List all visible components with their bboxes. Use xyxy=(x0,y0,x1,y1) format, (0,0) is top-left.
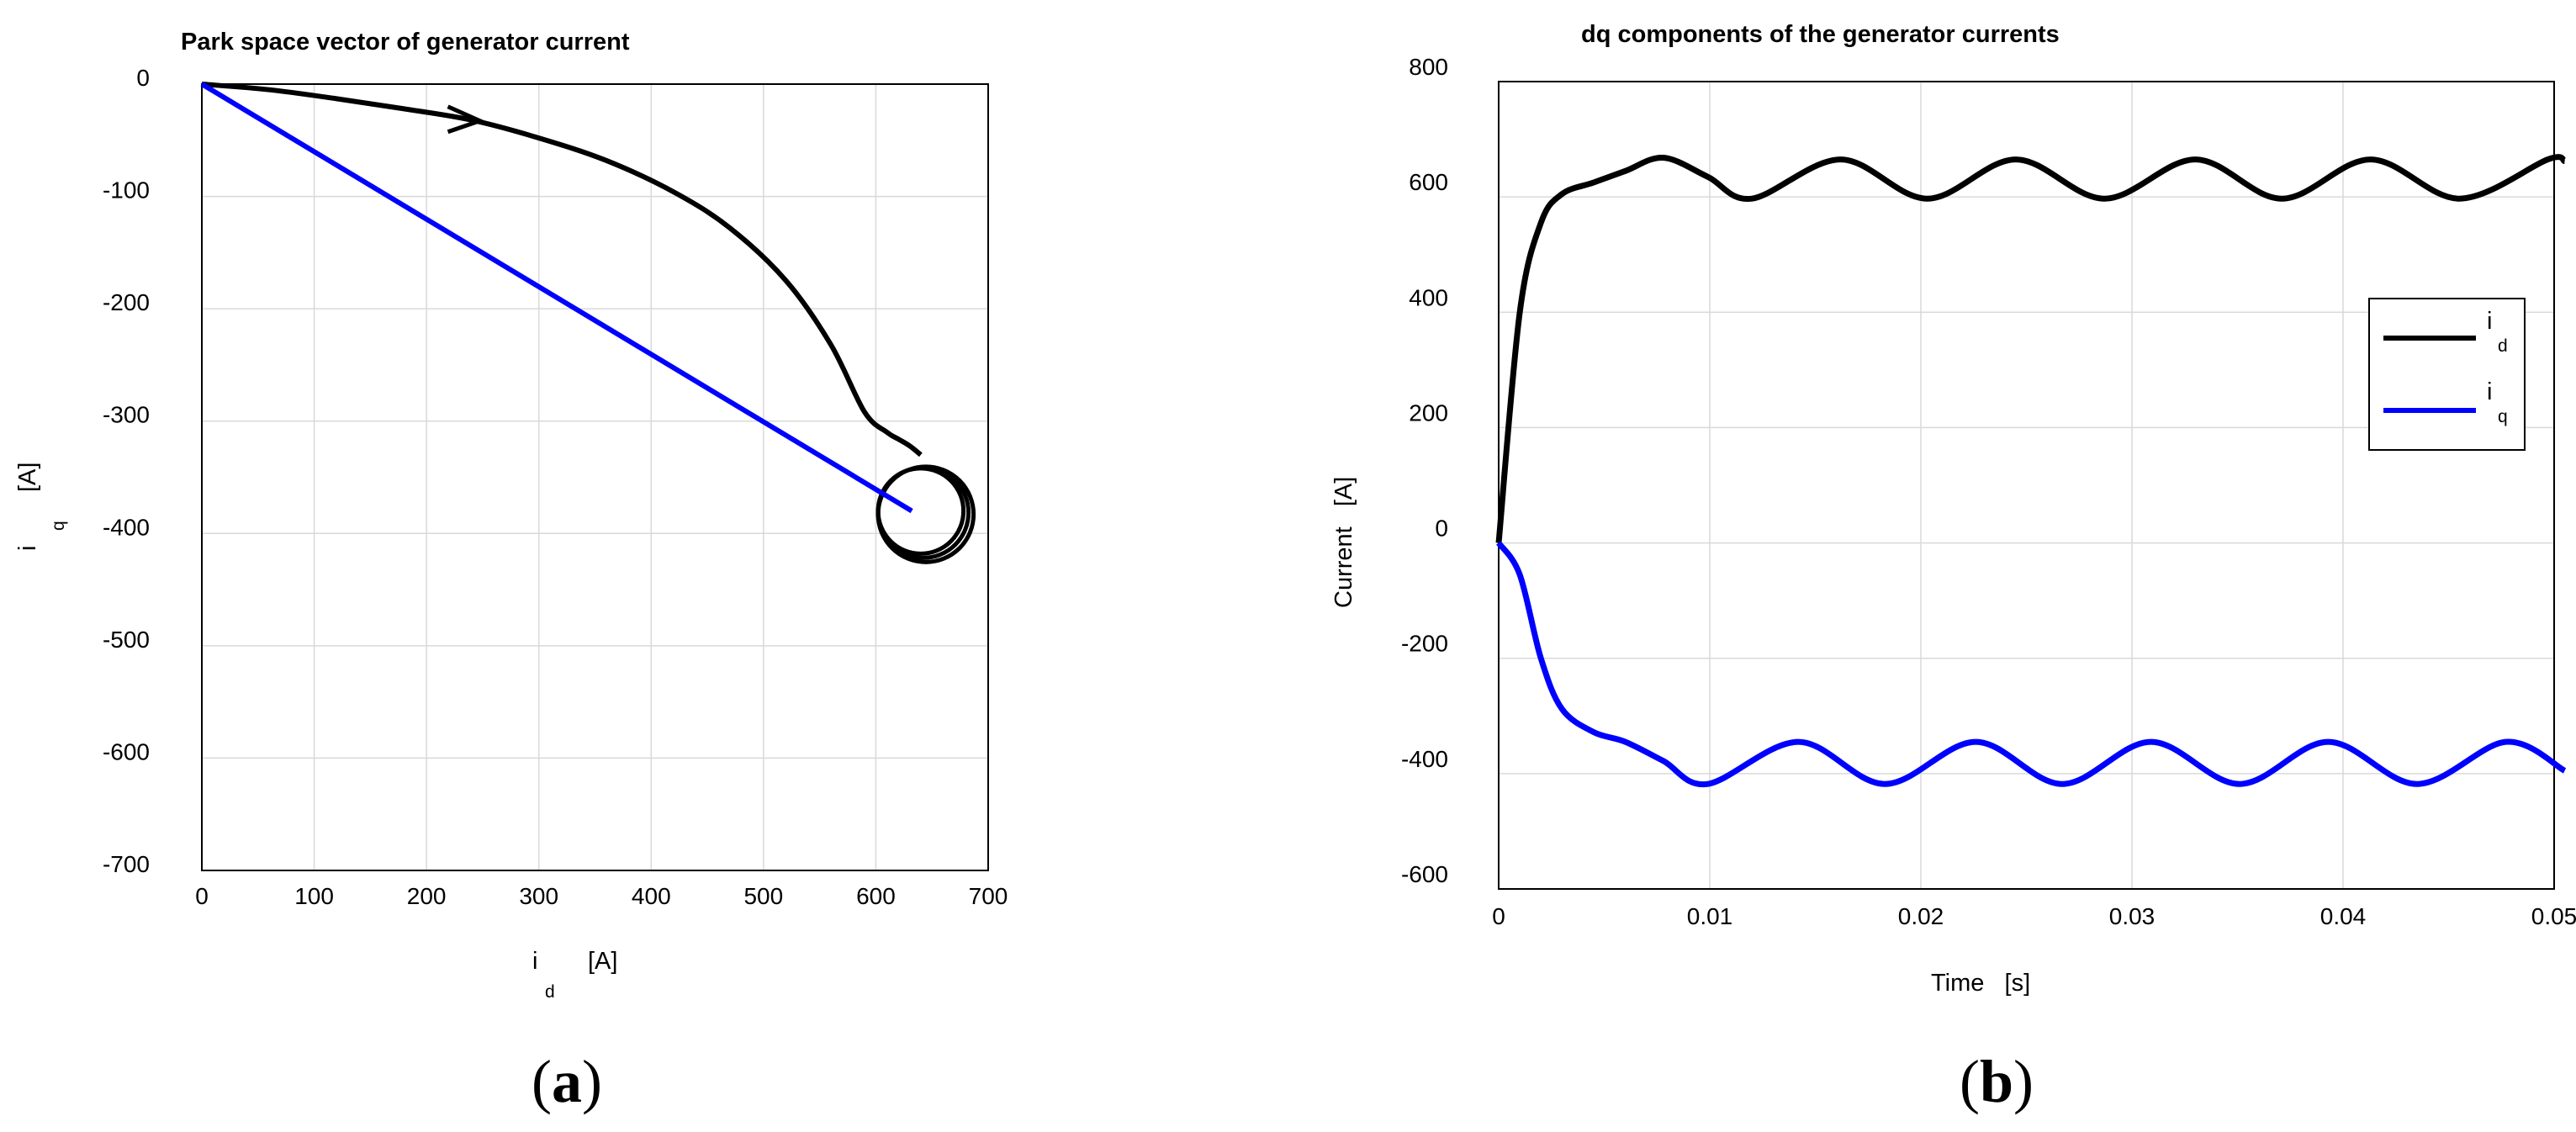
panel-letter-a: a xyxy=(552,1048,582,1115)
x-axis-unit: [A] xyxy=(588,948,617,975)
series-line-iq xyxy=(1496,541,2567,788)
y-tick-label: -200 xyxy=(103,289,150,315)
legend-box xyxy=(2368,298,2526,451)
legend-subscript-iq: q xyxy=(2498,407,2508,426)
x-axis-label: i d [A] xyxy=(532,948,617,1002)
x-axis-label: Time [s] xyxy=(1931,970,2030,997)
x-tick-label: 0.05 xyxy=(2531,903,2576,929)
panel-letter-b: b xyxy=(1980,1048,2013,1115)
x-tick-label: 500 xyxy=(743,883,783,909)
x-tick-label: 100 xyxy=(294,883,334,909)
y-tick-label: -200 xyxy=(1401,631,1448,657)
series-group xyxy=(1495,154,2567,788)
x-tick-label: 0.02 xyxy=(1898,903,1944,929)
legend-subscript-id: d xyxy=(2498,336,2508,356)
x-tick-label: 0 xyxy=(1492,903,1505,929)
y-axis-label: Current [A] xyxy=(1330,477,1357,608)
y-tick-label: -400 xyxy=(1401,746,1448,772)
y-tick-label: -600 xyxy=(1401,861,1448,887)
x-tick-label: 0.03 xyxy=(2109,903,2155,929)
x-tick-label: 700 xyxy=(969,883,1008,909)
chart-title: Park space vector of generator current xyxy=(181,29,630,56)
x-axis-subscript: d xyxy=(545,982,555,1002)
x-tick-label: 0.01 xyxy=(1687,903,1733,929)
y-tick-label: -100 xyxy=(103,177,150,204)
legend: i d i q xyxy=(2368,298,2526,451)
panel-label-a: (a) xyxy=(532,1048,602,1115)
y-tick-label: 200 xyxy=(1409,399,1448,426)
y-tick-label: 800 xyxy=(1409,54,1448,80)
x-tick-label: 400 xyxy=(632,883,671,909)
chart-panel-a: 0 100 200 300 400 500 600 700 0 -100 -200 -300 -400 -… xyxy=(14,29,1008,1115)
y-tick-label: -500 xyxy=(103,627,150,653)
y-axis-subscript: q xyxy=(49,521,68,531)
x-axis-symbol: i xyxy=(532,948,537,975)
legend-label-id: i xyxy=(2487,308,2492,335)
x-tick-label: 0 xyxy=(195,883,209,909)
panel-label-b: (b) xyxy=(1960,1048,2034,1115)
y-tick-label: 0 xyxy=(136,65,150,91)
tick-labels: 0 0.01 0.02 0.03 0.04 0.05 800 600 400 200 0 -200 -4… xyxy=(1401,54,2576,929)
y-axis-unit: [A] xyxy=(14,463,41,492)
y-axis-symbol: i xyxy=(14,546,41,551)
y-tick-label: -400 xyxy=(103,514,150,540)
series-line-trajectory xyxy=(201,82,923,458)
y-axis-label: i q [A] xyxy=(14,463,68,551)
series-line-vector xyxy=(200,82,913,514)
series-line-id xyxy=(1495,154,2567,543)
legend-label-iq: i xyxy=(2487,378,2492,405)
y-tick-label: -600 xyxy=(103,738,150,764)
y-tick-label: 600 xyxy=(1409,169,1448,195)
plot-frame xyxy=(201,83,989,871)
tick-labels: 0 100 200 300 400 500 600 700 0 -100 -200 -300 -400 -… xyxy=(103,65,1008,909)
chart-title: dq components of the generator currents xyxy=(1581,21,2060,48)
oscillation-loop xyxy=(875,464,976,564)
plot-frame xyxy=(1498,81,2555,890)
series-group xyxy=(200,82,976,564)
x-tick-label: 300 xyxy=(519,883,558,909)
y-tick-label: -300 xyxy=(103,402,150,428)
x-tick-label: 200 xyxy=(407,883,447,909)
grid-lines xyxy=(201,83,989,871)
y-tick-label: 0 xyxy=(1435,516,1448,542)
y-tick-label: -700 xyxy=(103,851,150,877)
x-tick-label: 0.04 xyxy=(2320,903,2367,929)
x-tick-label: 600 xyxy=(856,883,896,909)
direction-arrow xyxy=(447,104,486,135)
y-tick-label: 400 xyxy=(1409,284,1448,310)
chart-panel-b: 0 0.01 0.02 0.03 0.04 0.05 800 600 400 200 0 -200 -4… xyxy=(1330,21,2576,1115)
